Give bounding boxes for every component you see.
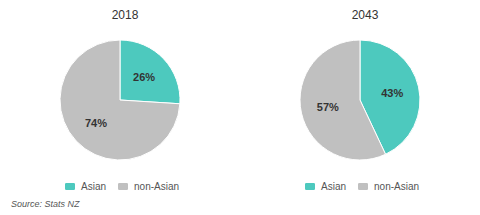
svg-text:2043: 2043 bbox=[352, 8, 379, 22]
svg-text:Asian: Asian bbox=[321, 181, 346, 192]
svg-text:2018: 2018 bbox=[112, 8, 139, 22]
svg-text:43%: 43% bbox=[381, 87, 403, 99]
svg-text:Asian: Asian bbox=[81, 181, 106, 192]
svg-text:57%: 57% bbox=[317, 101, 339, 113]
svg-text:26%: 26% bbox=[133, 71, 155, 83]
svg-text:non-Asian: non-Asian bbox=[134, 181, 179, 192]
svg-text:non-Asian: non-Asian bbox=[374, 181, 419, 192]
svg-text:Source: Stats NZ: Source: Stats NZ bbox=[11, 199, 80, 209]
svg-text:74%: 74% bbox=[85, 117, 107, 129]
